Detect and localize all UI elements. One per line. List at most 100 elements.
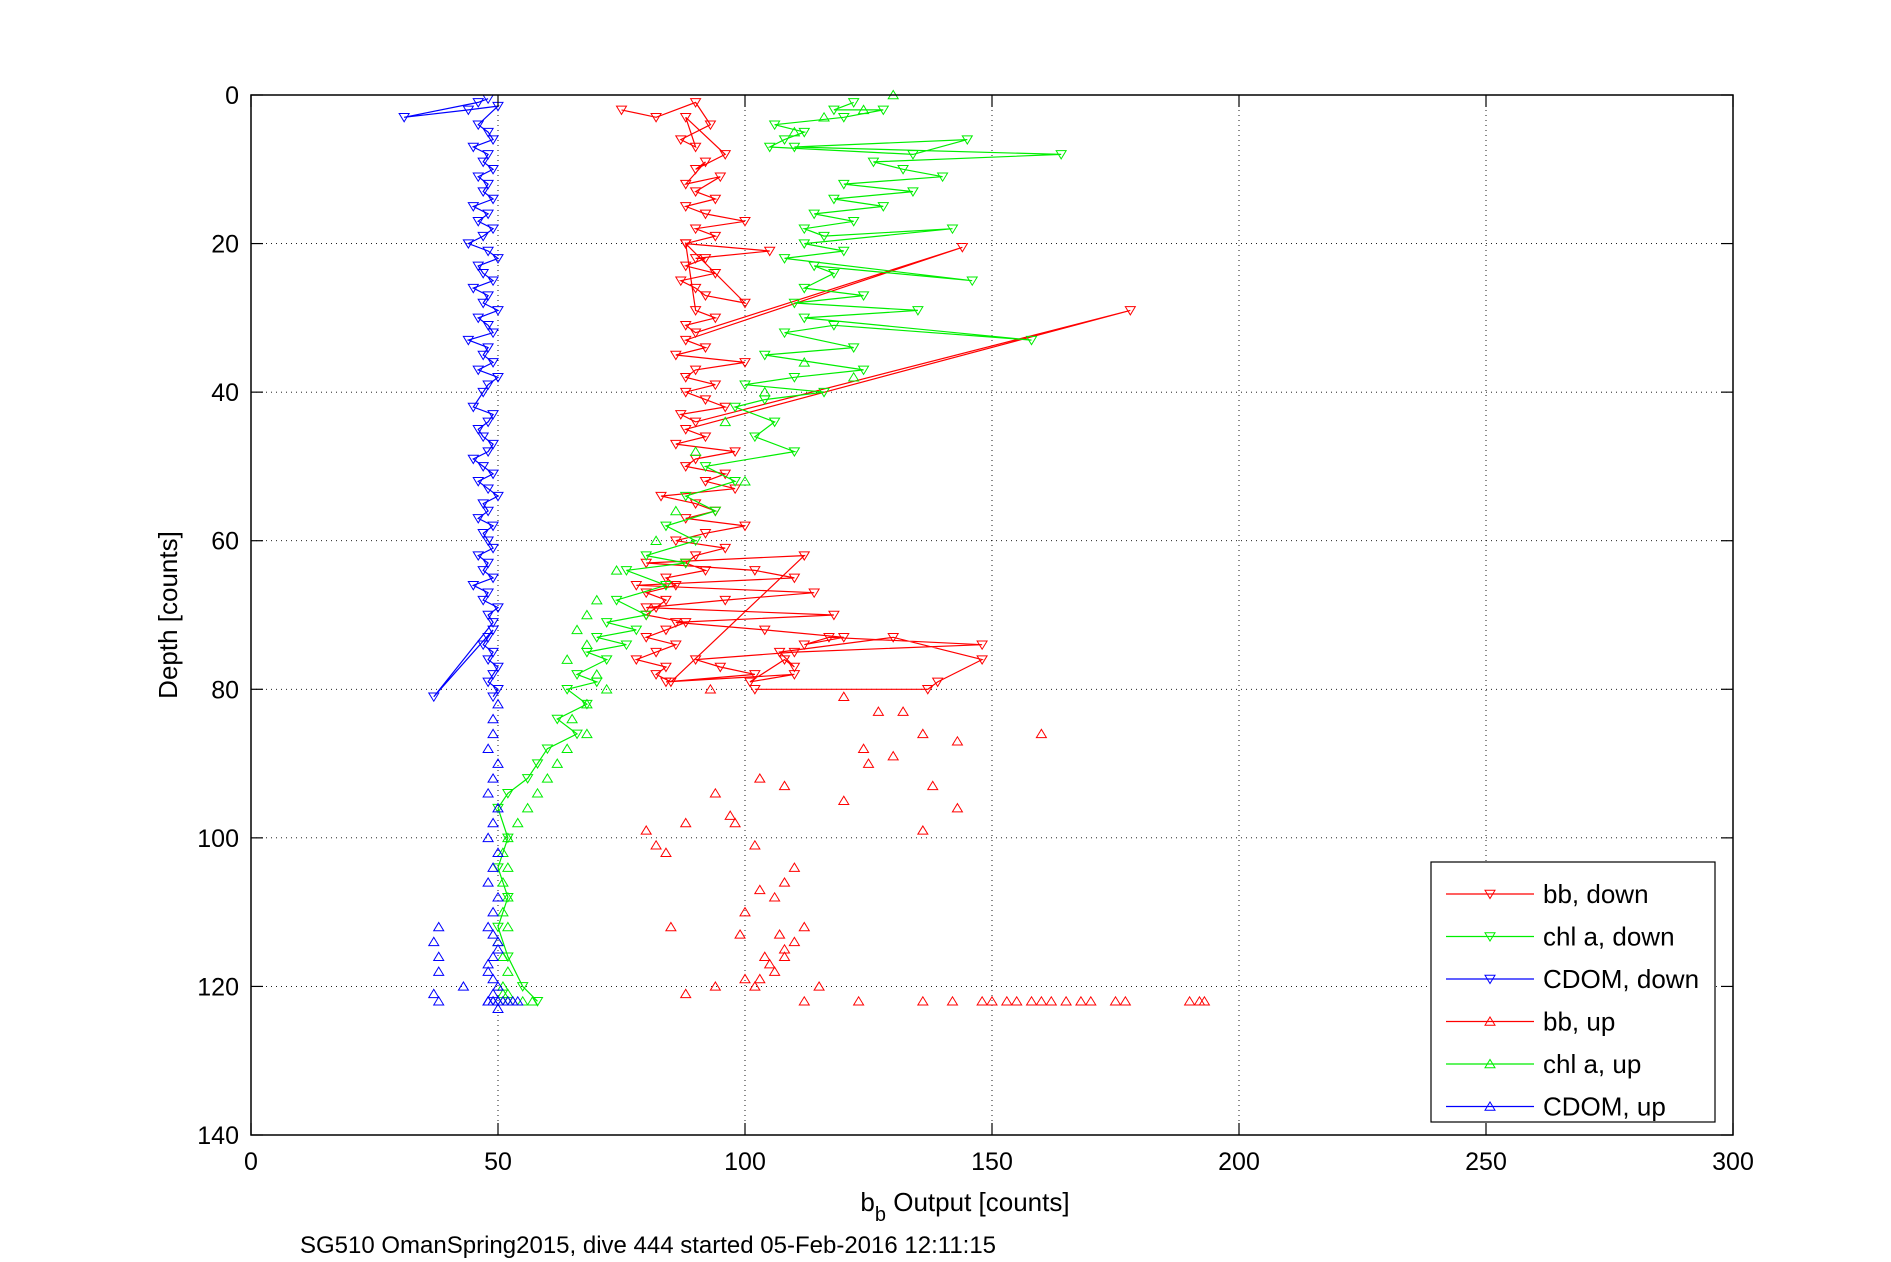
data-point: [689, 365, 702, 376]
data-point: [669, 618, 682, 628]
data-point: [768, 417, 781, 428]
data-point: [482, 380, 495, 391]
data-point: [497, 876, 509, 887]
data-point: [689, 98, 702, 108]
data-point: [1055, 150, 1068, 160]
data-point: [482, 343, 495, 354]
data-point: [739, 217, 751, 227]
data-point: [699, 343, 712, 354]
data-point: [1035, 995, 1048, 1006]
data-point: [482, 506, 495, 517]
data-point: [600, 683, 613, 694]
data-point: [704, 120, 717, 131]
data-point: [660, 521, 672, 532]
data-point: [462, 335, 475, 346]
data-point: [788, 447, 801, 458]
data-point: [689, 224, 702, 235]
data-point: [482, 633, 495, 643]
data-point: [778, 951, 791, 961]
data-point: [788, 862, 801, 872]
data-point: [709, 506, 722, 517]
data-point: [467, 454, 480, 465]
data-point: [541, 744, 554, 755]
data-point: [813, 980, 825, 991]
legend-entry: bb, up: [1446, 1007, 1615, 1037]
data-point: [487, 165, 499, 175]
data-point: [679, 387, 692, 398]
data-point: [679, 425, 692, 435]
data-point: [1025, 335, 1038, 346]
data-point: [492, 685, 504, 695]
data-point: [1109, 995, 1122, 1006]
data-point: [788, 373, 801, 383]
data-point: [561, 685, 574, 695]
data-point: [679, 618, 692, 628]
x-tick-label: 50: [484, 1148, 512, 1176]
data-point: [709, 380, 722, 391]
data-point: [660, 847, 672, 857]
data-point: [689, 655, 702, 666]
data-point: [748, 685, 761, 695]
data-point: [501, 862, 514, 872]
data-point: [916, 995, 929, 1006]
data-point: [689, 165, 702, 175]
legend-entry: CDOM, up: [1446, 1092, 1666, 1122]
legend-entry: chl a, up: [1446, 1049, 1641, 1079]
data-point: [487, 358, 499, 368]
data-point: [561, 743, 574, 753]
data-point: [482, 150, 495, 160]
data-point: [951, 735, 964, 746]
data-point: [951, 802, 964, 813]
data-point: [487, 135, 499, 146]
y-tick-label: 40: [211, 379, 239, 407]
footer-caption: SG510 OmanSpring2015, dive 444 started 0…: [300, 1232, 996, 1259]
data-point: [689, 551, 702, 562]
data-point: [818, 231, 830, 242]
data-point: [462, 239, 475, 250]
data-point: [482, 787, 495, 798]
series-layer: [398, 89, 1211, 1013]
data-point: [763, 958, 776, 969]
data-point: [872, 706, 885, 716]
data-point: [857, 104, 870, 115]
data-point: [477, 298, 490, 309]
data-point: [492, 980, 504, 991]
data-point: [744, 677, 756, 688]
data-point: [492, 306, 504, 316]
data-point: [1183, 995, 1196, 1006]
data-point: [679, 179, 692, 190]
data-point: [877, 105, 890, 116]
data-point: [432, 921, 445, 932]
x-tick-label: 0: [244, 1148, 258, 1176]
y-axis-label: Depth [counts]: [153, 531, 183, 699]
data-point: [1193, 995, 1206, 1006]
data-point: [847, 371, 860, 382]
data-point: [778, 328, 791, 339]
data-point: [1084, 995, 1097, 1006]
data-point: [477, 269, 490, 279]
data-point: [482, 677, 495, 688]
data-point: [679, 373, 692, 383]
y-tick-label: 100: [197, 825, 239, 853]
data-point: [615, 105, 628, 116]
data-point: [699, 157, 712, 168]
data-point: [427, 988, 440, 999]
data-point: [837, 246, 850, 257]
data-point: [669, 581, 682, 591]
data-point: [689, 536, 702, 547]
data-point: [432, 995, 445, 1006]
data-point: [477, 157, 490, 168]
x-tick-label: 200: [1218, 1148, 1260, 1176]
data-point: [492, 1003, 504, 1013]
data-point: [551, 714, 564, 725]
data-point: [847, 343, 860, 354]
data-point: [492, 373, 504, 383]
data-point: [541, 772, 554, 783]
data-point: [600, 655, 613, 666]
data-point: [689, 499, 702, 510]
data-point: [689, 446, 702, 456]
data-point: [620, 566, 633, 576]
data-point: [798, 995, 811, 1006]
data-point: [487, 713, 499, 724]
